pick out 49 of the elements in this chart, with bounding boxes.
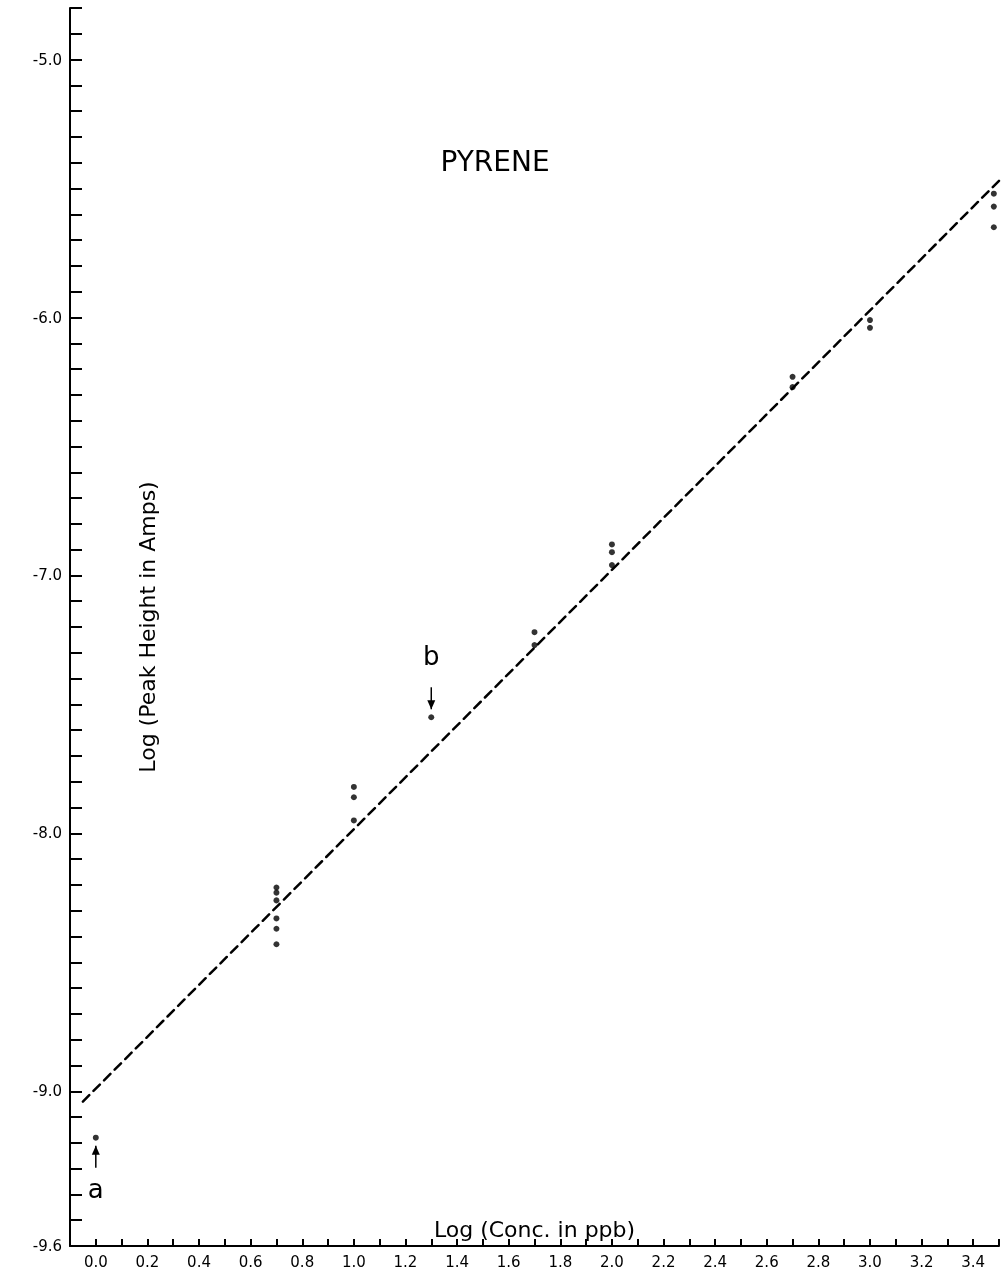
x-tick-label: 1.0 — [341, 1252, 366, 1271]
point — [273, 889, 280, 896]
point — [273, 915, 280, 922]
x-tick-label: 3.2 — [909, 1252, 934, 1271]
point — [789, 373, 796, 380]
y-axis-title: Log (Peak Height in Amps) — [134, 481, 160, 773]
point — [350, 794, 357, 801]
point — [273, 941, 280, 948]
text: PYRENE — [440, 144, 550, 178]
x-tick-label: 1.4 — [445, 1252, 470, 1271]
point — [273, 897, 280, 904]
point — [866, 324, 873, 331]
point — [273, 884, 280, 891]
point — [350, 817, 357, 824]
x-tick-label: 0.8 — [290, 1252, 315, 1271]
point — [350, 783, 357, 790]
point — [866, 317, 873, 324]
x-tick-label: 2.6 — [754, 1252, 779, 1271]
x-tick-label: 3.4 — [961, 1252, 986, 1271]
y-tick-label: -5.0 — [32, 50, 62, 69]
x-tick-label: 2.2 — [651, 1252, 676, 1271]
point — [608, 541, 615, 548]
x-tick-label: 2.4 — [703, 1252, 728, 1271]
point — [92, 1134, 99, 1141]
x-tick-label: 0.6 — [238, 1252, 263, 1271]
x-tick-label: 2.0 — [599, 1252, 624, 1271]
point — [531, 629, 538, 636]
point — [428, 714, 435, 721]
point — [990, 224, 997, 231]
point — [608, 549, 615, 556]
y-tick-label: -7.0 — [32, 566, 62, 585]
annotation: b — [423, 641, 440, 672]
point — [273, 925, 280, 932]
x-tick-label: 1.6 — [496, 1252, 521, 1271]
point — [990, 203, 997, 210]
x-tick-label: 0.0 — [83, 1252, 108, 1271]
x-tick-label: 1.8 — [548, 1252, 573, 1271]
x-tick-label: 2.8 — [806, 1252, 831, 1271]
x-tick-label: 0.4 — [187, 1252, 211, 1271]
annotation: a — [87, 1173, 104, 1204]
point — [990, 190, 997, 197]
y-tick-label: -9.6 — [32, 1237, 62, 1255]
y-tick-label: -8.0 — [32, 824, 62, 843]
x-axis-title: Log (Conc. in ppb) — [433, 1216, 636, 1242]
x-tick-label: 3.0 — [858, 1252, 882, 1271]
x-tick-label: 1.2 — [393, 1252, 418, 1271]
x-tick-label: 0.2 — [135, 1252, 160, 1271]
y-tick-label: -6.0 — [32, 308, 62, 327]
y-tick-label: -9.0 — [32, 1082, 62, 1101]
